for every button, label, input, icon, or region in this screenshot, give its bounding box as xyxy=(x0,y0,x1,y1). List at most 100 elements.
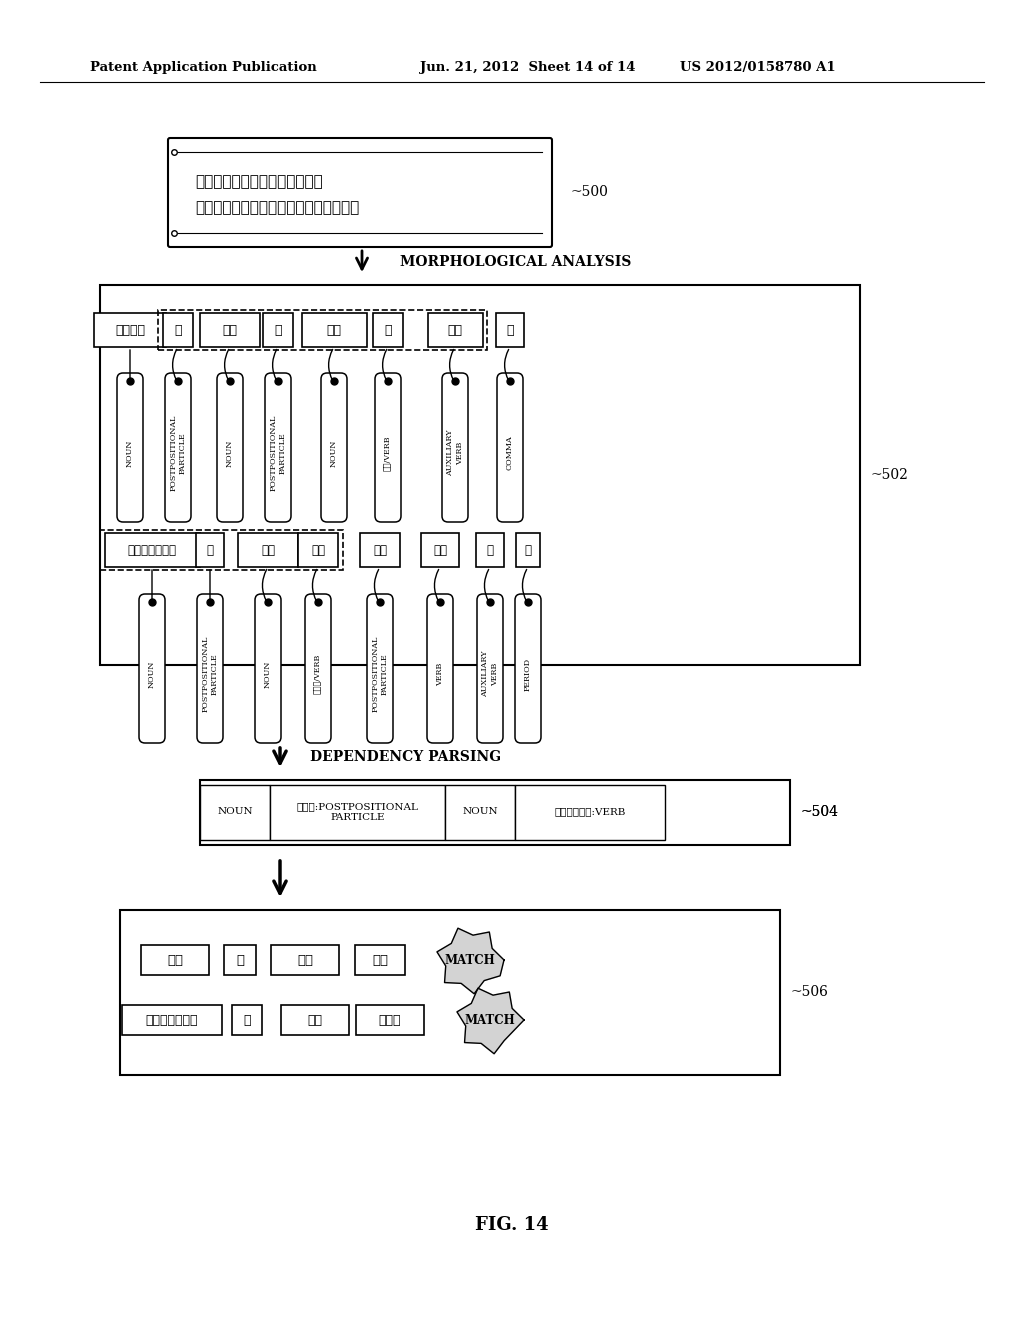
Text: 変更: 変更 xyxy=(327,323,341,337)
Text: ~504: ~504 xyxy=(800,805,838,818)
FancyBboxPatch shape xyxy=(271,945,339,975)
Text: なく: なく xyxy=(373,544,387,557)
Text: た: た xyxy=(486,544,494,557)
FancyBboxPatch shape xyxy=(265,374,291,521)
FancyBboxPatch shape xyxy=(427,594,453,743)
FancyBboxPatch shape xyxy=(373,313,403,347)
FancyBboxPatch shape xyxy=(321,374,347,521)
Text: を: を xyxy=(274,323,282,337)
Text: を: を xyxy=(236,953,244,966)
Text: FIG. 14: FIG. 14 xyxy=(475,1216,549,1234)
FancyBboxPatch shape xyxy=(477,594,503,743)
FancyBboxPatch shape xyxy=(367,594,393,743)
Text: 接続: 接続 xyxy=(307,1014,323,1027)
Bar xyxy=(445,785,515,840)
FancyBboxPatch shape xyxy=(356,1005,424,1035)
FancyBboxPatch shape xyxy=(305,594,331,743)
Bar xyxy=(200,785,270,840)
FancyBboxPatch shape xyxy=(117,374,143,521)
FancyBboxPatch shape xyxy=(421,533,459,568)
Text: ~504: ~504 xyxy=(800,805,838,818)
FancyBboxPatch shape xyxy=(94,313,166,347)
FancyBboxPatch shape xyxy=(298,533,338,568)
Text: を｜に:POSTPOSITIONAL
PARTICLE: を｜に:POSTPOSITIONAL PARTICLE xyxy=(297,803,419,821)
FancyBboxPatch shape xyxy=(165,374,191,521)
Text: NOUN: NOUN xyxy=(264,660,272,688)
Bar xyxy=(100,531,343,570)
Text: インターネットに接続できなくなった。: インターネットに接続できなくなった。 xyxy=(195,201,359,215)
FancyBboxPatch shape xyxy=(355,945,406,975)
Text: インターネット: インターネット xyxy=(145,1014,199,1027)
Text: パソコンの設定を変更したら、: パソコンの設定を変更したら、 xyxy=(195,176,323,189)
Text: NOUN: NOUN xyxy=(226,440,234,467)
Text: 、: 、 xyxy=(506,323,514,337)
Bar xyxy=(158,310,487,350)
FancyBboxPatch shape xyxy=(442,374,468,521)
FancyBboxPatch shape xyxy=(200,313,260,347)
FancyBboxPatch shape xyxy=(100,285,860,665)
Text: POSTPOSITIONAL
PARTICLE: POSTPOSITIONAL PARTICLE xyxy=(169,414,186,491)
FancyBboxPatch shape xyxy=(197,594,223,743)
Text: する｜できる:VERB: する｜できる:VERB xyxy=(554,808,626,817)
Text: AUXILIARY
VERB: AUXILIARY VERB xyxy=(481,651,499,697)
Bar xyxy=(270,785,445,840)
Text: AUXILIARY
VERB: AUXILIARY VERB xyxy=(446,430,464,477)
Text: US 2012/0158780 A1: US 2012/0158780 A1 xyxy=(680,62,836,74)
Text: ~506: ~506 xyxy=(790,985,827,999)
Text: VERB: VERB xyxy=(436,663,444,685)
FancyBboxPatch shape xyxy=(497,374,523,521)
Text: NOUN: NOUN xyxy=(217,808,253,817)
Text: COMMA: COMMA xyxy=(506,436,514,470)
FancyBboxPatch shape xyxy=(120,909,780,1074)
Text: MATCH: MATCH xyxy=(465,1014,515,1027)
Text: でき: でき xyxy=(311,544,325,557)
FancyBboxPatch shape xyxy=(515,594,541,743)
Text: MORPHOLOGICAL ANALYSIS: MORPHOLOGICAL ANALYSIS xyxy=(400,255,632,269)
Text: できる/VERB: できる/VERB xyxy=(314,653,322,694)
FancyBboxPatch shape xyxy=(516,533,540,568)
FancyBboxPatch shape xyxy=(375,374,401,521)
Text: に: に xyxy=(244,1014,251,1027)
FancyBboxPatch shape xyxy=(104,533,200,568)
Text: 。: 。 xyxy=(524,544,531,557)
Text: POSTPOSITIONAL
PARTICLE: POSTPOSITIONAL PARTICLE xyxy=(202,636,218,713)
FancyBboxPatch shape xyxy=(281,1005,349,1035)
Text: 設定: 設定 xyxy=(167,953,183,966)
FancyBboxPatch shape xyxy=(200,780,790,845)
FancyBboxPatch shape xyxy=(238,533,298,568)
Text: する: する xyxy=(372,953,388,966)
Text: NOUN: NOUN xyxy=(330,440,338,467)
Text: NOUN: NOUN xyxy=(126,440,134,467)
FancyBboxPatch shape xyxy=(476,533,504,568)
Text: に: に xyxy=(207,544,213,557)
Text: できる: できる xyxy=(379,1014,401,1027)
Text: なっ: なっ xyxy=(433,544,447,557)
FancyBboxPatch shape xyxy=(301,313,367,347)
Bar xyxy=(515,785,665,840)
Text: する/VERB: する/VERB xyxy=(384,436,392,471)
Text: DEPENDENCY PARSING: DEPENDENCY PARSING xyxy=(310,750,501,764)
Text: 設定: 設定 xyxy=(222,323,238,337)
FancyBboxPatch shape xyxy=(122,1005,222,1035)
Text: POSTPOSITIONAL
PARTICLE: POSTPOSITIONAL PARTICLE xyxy=(269,414,287,491)
Text: Jun. 21, 2012  Sheet 14 of 14: Jun. 21, 2012 Sheet 14 of 14 xyxy=(420,62,636,74)
Text: 接続: 接続 xyxy=(261,544,275,557)
Text: インターネット: インターネット xyxy=(128,544,176,557)
FancyBboxPatch shape xyxy=(496,313,524,347)
Text: PERIOD: PERIOD xyxy=(524,657,532,690)
Text: NOUN: NOUN xyxy=(462,808,498,817)
Text: し: し xyxy=(384,323,392,337)
Text: たら: たら xyxy=(447,323,463,337)
FancyBboxPatch shape xyxy=(196,533,224,568)
FancyBboxPatch shape xyxy=(139,594,165,743)
FancyBboxPatch shape xyxy=(360,533,400,568)
FancyBboxPatch shape xyxy=(168,139,552,247)
FancyBboxPatch shape xyxy=(217,374,243,521)
FancyBboxPatch shape xyxy=(224,945,256,975)
FancyBboxPatch shape xyxy=(255,594,281,743)
Text: パソコン: パソコン xyxy=(115,323,145,337)
Text: Patent Application Publication: Patent Application Publication xyxy=(90,62,316,74)
Polygon shape xyxy=(457,989,524,1053)
Text: POSTPOSITIONAL
PARTICLE: POSTPOSITIONAL PARTICLE xyxy=(372,636,388,713)
Text: ~502: ~502 xyxy=(870,469,908,482)
